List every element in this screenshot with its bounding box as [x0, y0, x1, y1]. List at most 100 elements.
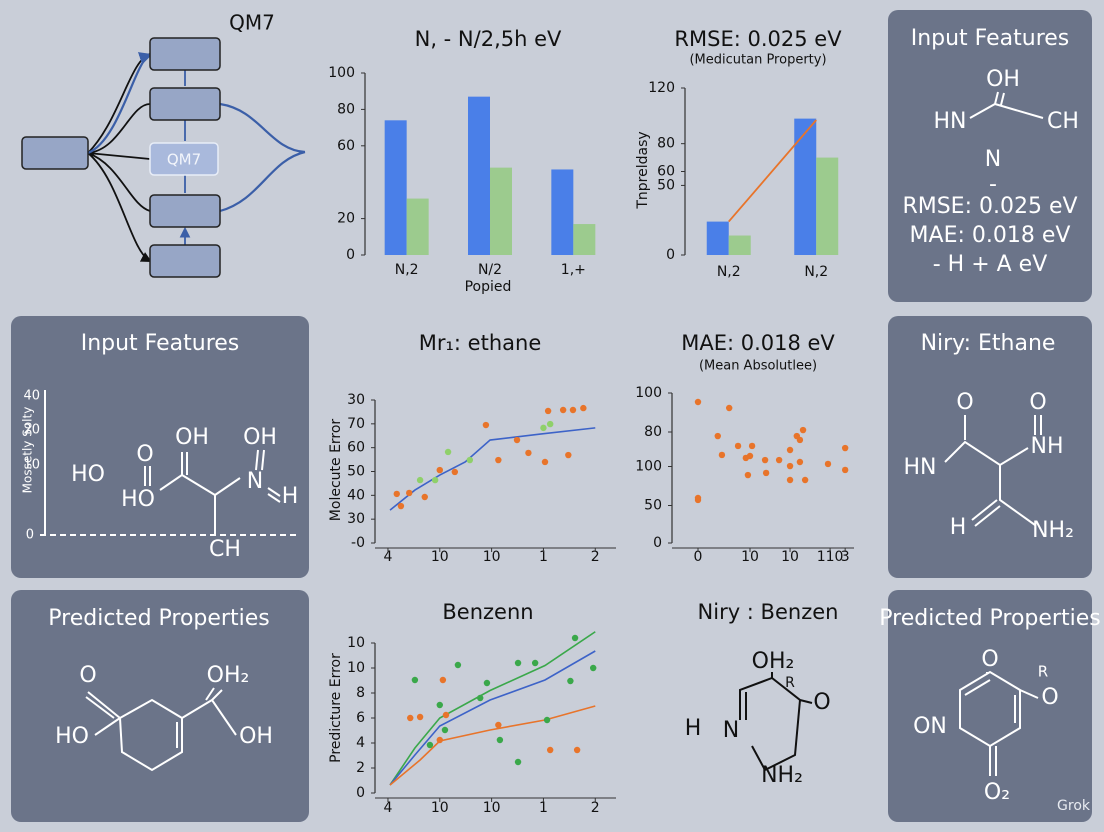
chart-subtitle: (Mean Absolutlee)	[699, 359, 817, 374]
x-tick-label: 10	[781, 549, 799, 565]
bonds	[85, 687, 237, 772]
point	[571, 634, 579, 642]
chart-title: N, - N/2,5h eV	[415, 27, 562, 51]
point	[573, 746, 581, 754]
y-tick-label: 2	[356, 760, 365, 776]
point	[477, 694, 484, 702]
y-tick-label: 120	[648, 80, 675, 96]
flow-box	[149, 37, 221, 71]
point	[451, 468, 459, 476]
point	[841, 466, 849, 474]
panel-title: Predicted Properties	[879, 606, 1100, 631]
flow-box-highlight	[149, 142, 219, 176]
point	[421, 493, 428, 501]
atom: NH	[1031, 434, 1064, 459]
atom: O	[956, 390, 973, 415]
y-tick-label: 20	[337, 211, 355, 227]
point	[565, 451, 572, 459]
bar	[706, 221, 729, 255]
axis-tick: 40	[23, 389, 40, 404]
panel-bg	[11, 316, 309, 578]
y-tick-label: 10	[347, 635, 365, 651]
atom: HN	[934, 109, 967, 134]
bonds	[969, 91, 1044, 119]
x-tick-label: 10	[431, 549, 449, 565]
point	[495, 456, 502, 464]
point	[718, 451, 726, 459]
panel-bg	[888, 590, 1092, 822]
point	[513, 436, 521, 444]
chart-title: Mr₁: ethane	[419, 331, 541, 355]
x-axis-label: Popied	[465, 279, 512, 295]
x-tick-label: 1	[539, 800, 548, 816]
point	[748, 442, 756, 450]
y-tick-label: 30	[347, 511, 365, 527]
point	[694, 398, 702, 406]
atom: O	[136, 442, 153, 467]
y-tick-label: 50	[657, 177, 675, 193]
point	[416, 476, 424, 484]
bar	[490, 167, 512, 255]
y-tick-label: 0	[356, 785, 365, 801]
point	[801, 476, 809, 484]
point	[454, 661, 462, 669]
atom: -	[989, 172, 997, 197]
point	[495, 721, 502, 729]
line	[389, 427, 596, 511]
point	[786, 462, 794, 470]
axis-label: Mossetly Solty	[21, 407, 35, 494]
x-tick-label: 1,+	[561, 262, 586, 278]
point	[694, 496, 702, 504]
x-tick-label: N/2	[478, 262, 502, 278]
atom: H	[282, 484, 299, 509]
y-tick-label: 6	[356, 710, 365, 726]
point	[744, 471, 752, 479]
axis-tick: 0	[26, 528, 34, 543]
molecule-title: Niry : Benzen	[698, 600, 839, 624]
x-tick-label: N,2	[804, 264, 828, 280]
point	[431, 476, 439, 484]
bar	[468, 96, 490, 255]
panel-bg	[888, 316, 1092, 578]
atom: HO	[55, 724, 89, 749]
y-tick-label: 60	[337, 138, 355, 154]
atom: N	[723, 718, 739, 743]
point	[543, 716, 551, 724]
line	[389, 631, 596, 786]
bar	[551, 169, 574, 255]
panel: Input Features OH HN CH N - RMSE: 0.025 …	[888, 10, 1092, 302]
atom: O	[1041, 685, 1058, 710]
flow-box	[149, 244, 221, 278]
chart-title: RMSE: 0.025 eV	[674, 27, 842, 51]
atom: NH₂	[1032, 518, 1074, 543]
point	[786, 446, 794, 454]
point	[406, 489, 413, 497]
flowchart: QM7 QM7	[21, 11, 306, 278]
panel-title: Predicted Properties	[48, 606, 269, 631]
line	[389, 705, 596, 786]
point	[761, 456, 769, 464]
atom: H	[950, 515, 967, 540]
x-tick-label: 10	[431, 800, 449, 816]
atom: OH	[986, 67, 1020, 92]
x-tick-label: 0	[694, 549, 703, 565]
atom: OH	[243, 425, 277, 450]
atom: HO	[121, 487, 155, 512]
point	[426, 741, 434, 749]
point	[514, 758, 522, 766]
point	[442, 711, 450, 719]
atom: R	[1038, 663, 1048, 681]
point	[540, 424, 547, 432]
panel: Predicted Properties O OH₂ HO OH	[11, 590, 309, 822]
atom: O₂	[984, 780, 1010, 805]
point	[407, 714, 414, 722]
atom: O	[981, 647, 998, 672]
y-tick-label: 0	[346, 247, 355, 263]
atom: O	[1029, 390, 1046, 415]
point	[444, 448, 452, 456]
x-tick-label: 1	[539, 549, 548, 565]
y-tick-label: 100	[328, 65, 355, 81]
bonds	[144, 449, 281, 535]
point	[496, 736, 504, 744]
